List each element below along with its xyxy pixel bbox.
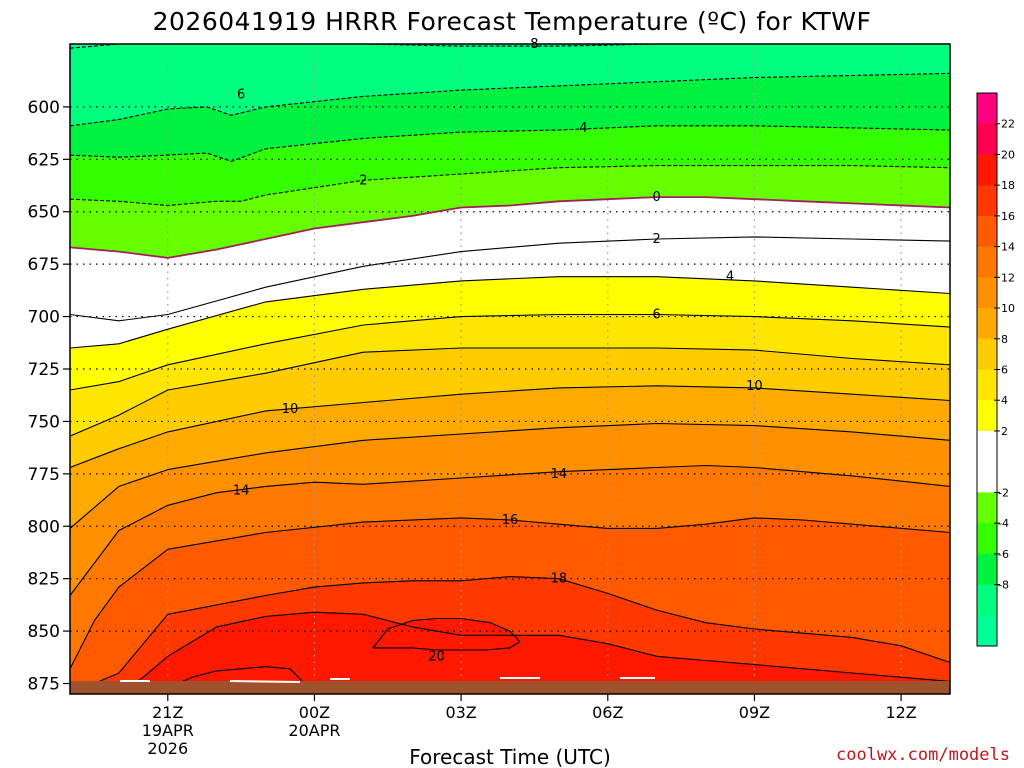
isotherm--6 bbox=[70, 72, 950, 127]
y-axis: 600 625 650 675 700 725 750 775 800 825 850 875 bbox=[28, 98, 70, 695]
colorbar: 22 20 18 16 14 12 10 8 6 4 2 -2 -4 -6 -8 bbox=[976, 92, 1015, 647]
isotherm-label: 6 bbox=[653, 307, 661, 322]
isotherm-0 bbox=[70, 196, 950, 259]
x-tick-label: 06Z bbox=[592, 703, 623, 722]
terrain-highlight bbox=[120, 677, 655, 683]
y-tick-label: 775 bbox=[28, 465, 60, 485]
colorbar-segment bbox=[977, 430, 997, 463]
colorbar-segment bbox=[977, 523, 997, 555]
isotherm-label: 4 bbox=[579, 121, 587, 136]
colorbar-segment bbox=[977, 338, 997, 370]
colorbar-segment bbox=[977, 185, 997, 217]
colorbar-segment bbox=[977, 308, 997, 340]
isotherm-label: 2 bbox=[359, 173, 367, 188]
x-tick-label: 21Z bbox=[152, 703, 183, 722]
isotherm-label: 20 bbox=[428, 649, 445, 664]
colorbar-label: -6 bbox=[998, 548, 1009, 561]
colorbar-label: 2 bbox=[1001, 425, 1008, 438]
colorbar-segment bbox=[977, 400, 997, 432]
y-tick-label: 875 bbox=[28, 675, 60, 695]
isotherm-12 bbox=[70, 422, 950, 529]
colorbar-segment bbox=[977, 492, 997, 524]
colorbar-label: 16 bbox=[1001, 210, 1015, 223]
y-tick-label: 600 bbox=[28, 98, 60, 118]
y-tick-label: 850 bbox=[28, 622, 60, 642]
colorbar-label: 8 bbox=[1001, 333, 1008, 346]
colorbar-segment bbox=[977, 615, 997, 647]
isotherm-20-west bbox=[70, 611, 950, 694]
x-tick-label: 00Z bbox=[299, 703, 330, 722]
isotherm--8 bbox=[70, 44, 670, 49]
x-tick-date: 2026 bbox=[147, 739, 188, 758]
isotherm--2 bbox=[70, 165, 950, 207]
terrain-ground bbox=[70, 681, 950, 694]
x-tick-label: 09Z bbox=[739, 703, 770, 722]
isotherm-label: 16 bbox=[502, 513, 519, 528]
x-axis-label: Forecast Time (UTC) bbox=[409, 745, 611, 768]
colorbar-segment bbox=[977, 154, 997, 186]
isotherm-18 bbox=[70, 576, 950, 694]
colorbar-label: 22 bbox=[1001, 118, 1015, 131]
isotherm--4 bbox=[70, 125, 950, 162]
colorbar-label: 14 bbox=[1001, 241, 1015, 254]
y-tick-label: 650 bbox=[28, 203, 60, 223]
colorbar-segment bbox=[977, 584, 997, 616]
colorbar-label: 20 bbox=[1001, 148, 1015, 161]
x-tick-date: 20APR bbox=[288, 721, 340, 740]
colorbar-segment bbox=[977, 553, 997, 586]
isotherm-label: 14 bbox=[233, 484, 250, 499]
y-tick-label: 700 bbox=[28, 308, 60, 328]
isotherm-4 bbox=[70, 276, 950, 349]
isotherm-label: 2 bbox=[653, 232, 661, 247]
y-tick-label: 800 bbox=[28, 517, 60, 537]
colorbar-label: -2 bbox=[998, 486, 1009, 499]
isotherm-label: 14 bbox=[551, 467, 568, 482]
plot-area bbox=[70, 44, 950, 694]
x-tick-label: 03Z bbox=[445, 703, 476, 722]
colorbar-segment bbox=[977, 369, 997, 401]
isotherm-label: 10 bbox=[282, 402, 299, 417]
x-tick-date: 19APR bbox=[142, 721, 194, 740]
y-tick-label: 625 bbox=[28, 150, 60, 170]
y-tick-label: 750 bbox=[28, 412, 60, 432]
colorbar-label: 10 bbox=[1001, 302, 1015, 315]
colorbar-segment bbox=[977, 461, 997, 493]
isotherm-label: 10 bbox=[746, 379, 763, 394]
isotherm-16 bbox=[70, 517, 950, 670]
isotherm-2 bbox=[70, 236, 950, 322]
credit-text: coolwx.com/models bbox=[836, 745, 1010, 765]
colorbar-segment bbox=[977, 277, 997, 309]
isotherm-20-east bbox=[372, 617, 521, 651]
temperature-fills bbox=[70, 44, 950, 694]
y-tick-label: 675 bbox=[28, 255, 60, 275]
isotherm-label: 6 bbox=[237, 87, 245, 102]
isotherm-14 bbox=[70, 464, 950, 596]
isotherm-label: 0 bbox=[653, 190, 661, 205]
isotherm-8 bbox=[70, 347, 950, 437]
colorbar-segment bbox=[977, 93, 997, 125]
colorbar-label: -8 bbox=[998, 579, 1009, 592]
colorbar-label: 12 bbox=[1001, 271, 1015, 284]
colorbar-segment bbox=[977, 215, 997, 248]
isotherm-label: 18 bbox=[551, 572, 568, 587]
colorbar-label: 4 bbox=[1001, 394, 1008, 407]
colorbar-segment bbox=[977, 246, 997, 278]
colorbar-label: -4 bbox=[998, 517, 1009, 530]
chart-title: 2026041919 HRRR Forecast Temperature (ºC… bbox=[153, 7, 872, 36]
gridlines bbox=[70, 44, 950, 694]
y-tick-label: 825 bbox=[28, 570, 60, 590]
x-tick-label: 12Z bbox=[885, 703, 916, 722]
y-tick-label: 725 bbox=[28, 360, 60, 380]
isotherm-10 bbox=[70, 385, 950, 469]
colorbar-label: 18 bbox=[1001, 179, 1015, 192]
colorbar-label: 6 bbox=[1001, 364, 1008, 377]
isotherm-label: 4 bbox=[726, 270, 734, 285]
isotherm-6 bbox=[70, 313, 950, 391]
colorbar-segment bbox=[977, 123, 997, 155]
